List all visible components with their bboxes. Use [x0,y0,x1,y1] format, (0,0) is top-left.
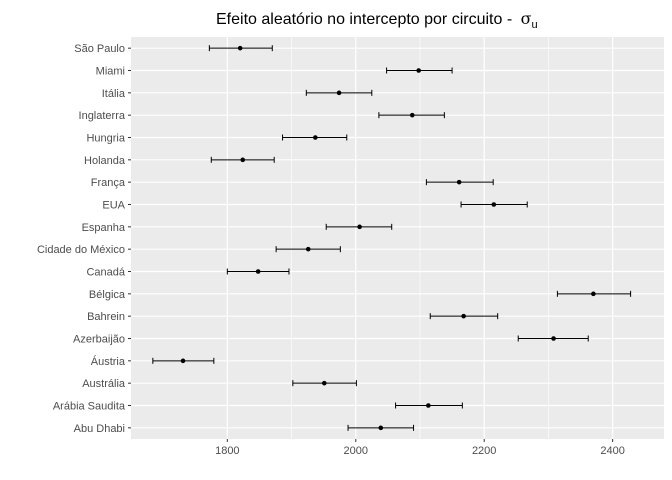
errorbar-13 [517,335,589,342]
chart-title: Efeito aleatório no intercepto por circu… [216,9,538,31]
x-tick-label: 1800 [215,445,239,457]
y-tick-label: Holanda [84,155,126,167]
x-tick-label: 2000 [344,445,368,457]
estimate-point [591,291,596,297]
y-tick-label: Austrália [82,378,126,390]
y-tick-label: França [91,177,126,189]
errorbar-9 [275,246,341,253]
estimate-point [336,90,342,96]
x-tick-label: 2400 [600,445,624,457]
errorbar-10 [226,268,290,275]
y-tick-label: Hungria [86,133,125,145]
errorbar-1 [386,67,453,74]
errorbar-4 [282,134,348,141]
estimate-point [551,336,556,341]
errorbar-2 [305,89,373,96]
errorbar-15 [292,380,357,387]
estimate-point [321,380,327,386]
chart-title-symbol: σ [521,9,532,28]
y-tick-label: Bahrein [87,311,125,323]
estimate-point [416,68,421,73]
estimate-point [357,224,362,230]
estimate-point [180,358,186,364]
estimate-point [426,403,431,408]
y-tick-label: Espanha [82,222,126,234]
errorbar-3 [378,112,445,119]
errorbar-8 [325,223,393,230]
y-tick-label: Azerbaijão [73,334,125,346]
y-tick-label: Bélgica [89,289,126,301]
y-tick-label: São Paulo [74,43,125,55]
estimate-point [491,202,497,207]
errorbar-16 [395,402,463,409]
x-tick-label: 2200 [472,445,496,457]
y-tick-label: Canadá [86,267,125,279]
estimate-point [237,45,243,51]
y-tick-label: Inglaterra [79,110,126,122]
errorbar-7 [460,201,528,208]
estimate-point [409,112,415,118]
estimate-point [305,246,311,252]
plot-panel [131,37,664,439]
errorbar-5 [210,156,275,163]
chart-title-text: Efeito aleatório no intercepto por circu… [216,11,517,28]
y-tick-label: Miami [96,66,125,78]
estimate-point [456,179,462,185]
y-axis: São Paulo Miami Itália Inglaterra Hungria Hol… [37,43,131,435]
y-tick-label: Cidade do México [37,244,125,256]
estimate-point [240,157,246,163]
errorbar-17 [347,424,415,431]
y-tick-label: Abu Dhabi [74,423,125,435]
y-tick-label: Itália [102,88,126,100]
errorbar-6 [425,179,494,186]
y-tick-label: EUA [102,200,125,212]
y-tick-label: Áustria [91,355,126,368]
errorbar-11 [556,290,632,297]
errorbar-14 [152,357,215,364]
errorbar-12 [429,313,499,320]
chart-title-subscript: u [532,19,538,31]
estimate-point [313,135,318,140]
y-tick-label: Arábia Saudita [53,401,126,413]
estimate-point [378,425,384,431]
x-axis: 1800 2000 2200 2400 [215,439,625,457]
errorbar-0 [208,45,273,52]
estimate-point [461,313,466,319]
chart-marks [152,45,632,431]
estimate-point [255,269,261,274]
